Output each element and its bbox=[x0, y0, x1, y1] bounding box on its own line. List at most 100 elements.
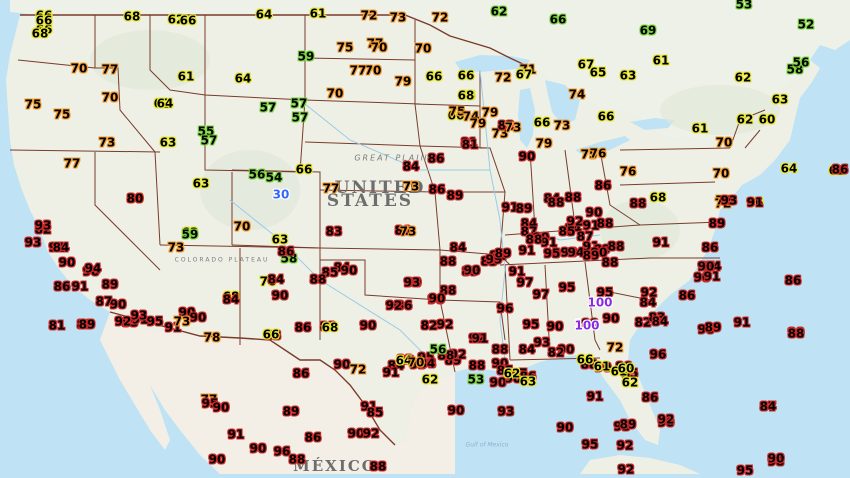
temperature-reading: 90 bbox=[491, 356, 509, 371]
temperature-reading: 89 bbox=[708, 216, 726, 231]
temperature-reading: 88 bbox=[437, 348, 455, 363]
temperature-reading: 88 bbox=[288, 452, 306, 467]
temperature-reading: 97 bbox=[532, 287, 550, 302]
rivers bbox=[229, 69, 601, 381]
temperature-reading: 63 bbox=[771, 92, 789, 107]
temperature-reading: 66 bbox=[179, 13, 197, 28]
temperature-reading: 90 bbox=[590, 245, 608, 260]
temperature-reading: 63 bbox=[181, 225, 199, 240]
temperature-reading: 68 bbox=[123, 9, 141, 24]
temperature-reading: 61 bbox=[177, 69, 195, 84]
temperature-reading: 73 bbox=[399, 224, 417, 239]
temperature-reading: 74 bbox=[568, 87, 586, 102]
temperature-reading: 90 bbox=[189, 310, 207, 325]
temperature-reading: 90 bbox=[489, 375, 507, 390]
temperature-reading: 85 bbox=[366, 405, 384, 420]
temperature-reading: 88 bbox=[607, 239, 625, 254]
temperature-reading: 73 bbox=[167, 240, 185, 255]
temperature-reading: 66 bbox=[425, 69, 443, 84]
temperature-reading: 57 bbox=[291, 110, 309, 125]
terrain-shade bbox=[600, 200, 680, 260]
temperature-reading: 86 bbox=[784, 273, 802, 288]
temperature-reading: 84 bbox=[402, 159, 420, 174]
temperature-reading: 96 bbox=[649, 347, 667, 362]
temperature-reading: 80 bbox=[394, 223, 412, 238]
temperature-reading: 86 bbox=[594, 178, 612, 193]
temperature-reading: 69 bbox=[639, 23, 657, 38]
temperature-reading: 73 bbox=[389, 10, 407, 25]
temperature-reading: 66 bbox=[295, 162, 313, 177]
temperature-reading: 91 bbox=[164, 320, 182, 335]
temperature-reading: 62 bbox=[167, 12, 185, 27]
temperature-reading: 79 bbox=[535, 136, 553, 151]
temperature-reading: 95 bbox=[417, 350, 435, 365]
temperature-reading: 82 bbox=[420, 318, 438, 333]
temperature-reading: 93 bbox=[613, 419, 631, 434]
temperature-reading: 71 bbox=[519, 62, 537, 77]
temperature-reading: 91 bbox=[71, 279, 89, 294]
temperature-reading: 91 bbox=[131, 312, 149, 327]
temperature-reading: 62 bbox=[421, 372, 439, 387]
temperature-reading: 89 bbox=[76, 317, 94, 332]
temperature-reading: 63 bbox=[159, 135, 177, 150]
temperature-reading: 99 bbox=[485, 252, 503, 267]
temperature-reading: 91 bbox=[733, 315, 751, 330]
temperature-reading: 90 bbox=[615, 359, 633, 374]
temperature-reading: 77 bbox=[349, 63, 367, 78]
temperature-reading: 92 bbox=[617, 462, 635, 477]
temperature-reading: 75 bbox=[448, 104, 466, 119]
temperature-reading: 62 bbox=[736, 112, 754, 127]
temperature-reading: 90 bbox=[697, 322, 715, 337]
temperature-reading: 86 bbox=[53, 279, 71, 294]
temperature-reading: 70 bbox=[101, 90, 119, 105]
temperature-reading: 74 bbox=[462, 109, 480, 124]
temperature-reading: 91 bbox=[518, 243, 536, 258]
temperature-reading: 90 bbox=[447, 403, 465, 418]
temperature-reading: 68 bbox=[649, 190, 667, 205]
temperature-reading: 86 bbox=[428, 182, 446, 197]
temperature-reading: 84 bbox=[651, 314, 669, 329]
temperature-reading: 86 bbox=[304, 430, 322, 445]
temperature-reading: 88 bbox=[547, 195, 565, 210]
temperature-reading: 90 bbox=[347, 426, 365, 441]
temperature-reading: 90 bbox=[585, 205, 603, 220]
temperature-reading: 95 bbox=[596, 285, 614, 300]
temperature-reading: 93 bbox=[419, 356, 437, 371]
temperature-reading: 78 bbox=[203, 330, 221, 345]
temperature-reading: 77 bbox=[322, 181, 340, 196]
temperature-reading: 85 bbox=[558, 224, 576, 239]
temperature-reading: 88 bbox=[629, 196, 647, 211]
temperature-reading: 73 bbox=[491, 126, 509, 141]
lake-erie bbox=[575, 136, 630, 156]
temperature-reading: 84 bbox=[564, 221, 582, 236]
temperature-reading: 92 bbox=[436, 317, 454, 332]
temperature-reading: 61 bbox=[691, 121, 709, 136]
temperature-reading: 90 bbox=[532, 230, 550, 245]
temperature-reading: 91 bbox=[501, 200, 519, 215]
temperature-reading: 90 bbox=[427, 292, 445, 307]
temperature-reading: 79 bbox=[394, 74, 412, 89]
temperature-reading: 100 bbox=[574, 318, 600, 333]
lake-huron bbox=[545, 80, 580, 125]
temperature-reading: 85 bbox=[121, 315, 139, 330]
temperature-reading: 84 bbox=[520, 216, 538, 231]
temperature-reading: 72 bbox=[715, 193, 733, 208]
state-borders bbox=[9, 14, 766, 446]
temperature-reading: 95 bbox=[522, 317, 540, 332]
temperature-reading: 90 bbox=[178, 305, 196, 320]
temperature-reading: 90 bbox=[657, 415, 675, 430]
temperature-reading: 85 bbox=[496, 363, 514, 378]
temperature-reading: 70 bbox=[70, 61, 88, 76]
temperature-reading: 89 bbox=[446, 188, 464, 203]
canada-land bbox=[10, 0, 850, 142]
temperature-reading: 90 bbox=[82, 264, 100, 279]
temperature-reading: 66 bbox=[576, 352, 594, 367]
temperature-reading: 64 bbox=[395, 353, 413, 368]
temperature-reading: 73 bbox=[173, 314, 191, 329]
temperature-reading: 61 bbox=[309, 6, 327, 21]
temperature-reading: 81 bbox=[461, 137, 479, 152]
temperature-reading: 90 bbox=[385, 298, 403, 313]
temperature-reading: 90 bbox=[594, 360, 612, 375]
temperature-reading: 66 bbox=[457, 68, 475, 83]
temperature-reading: 87 bbox=[759, 399, 777, 414]
